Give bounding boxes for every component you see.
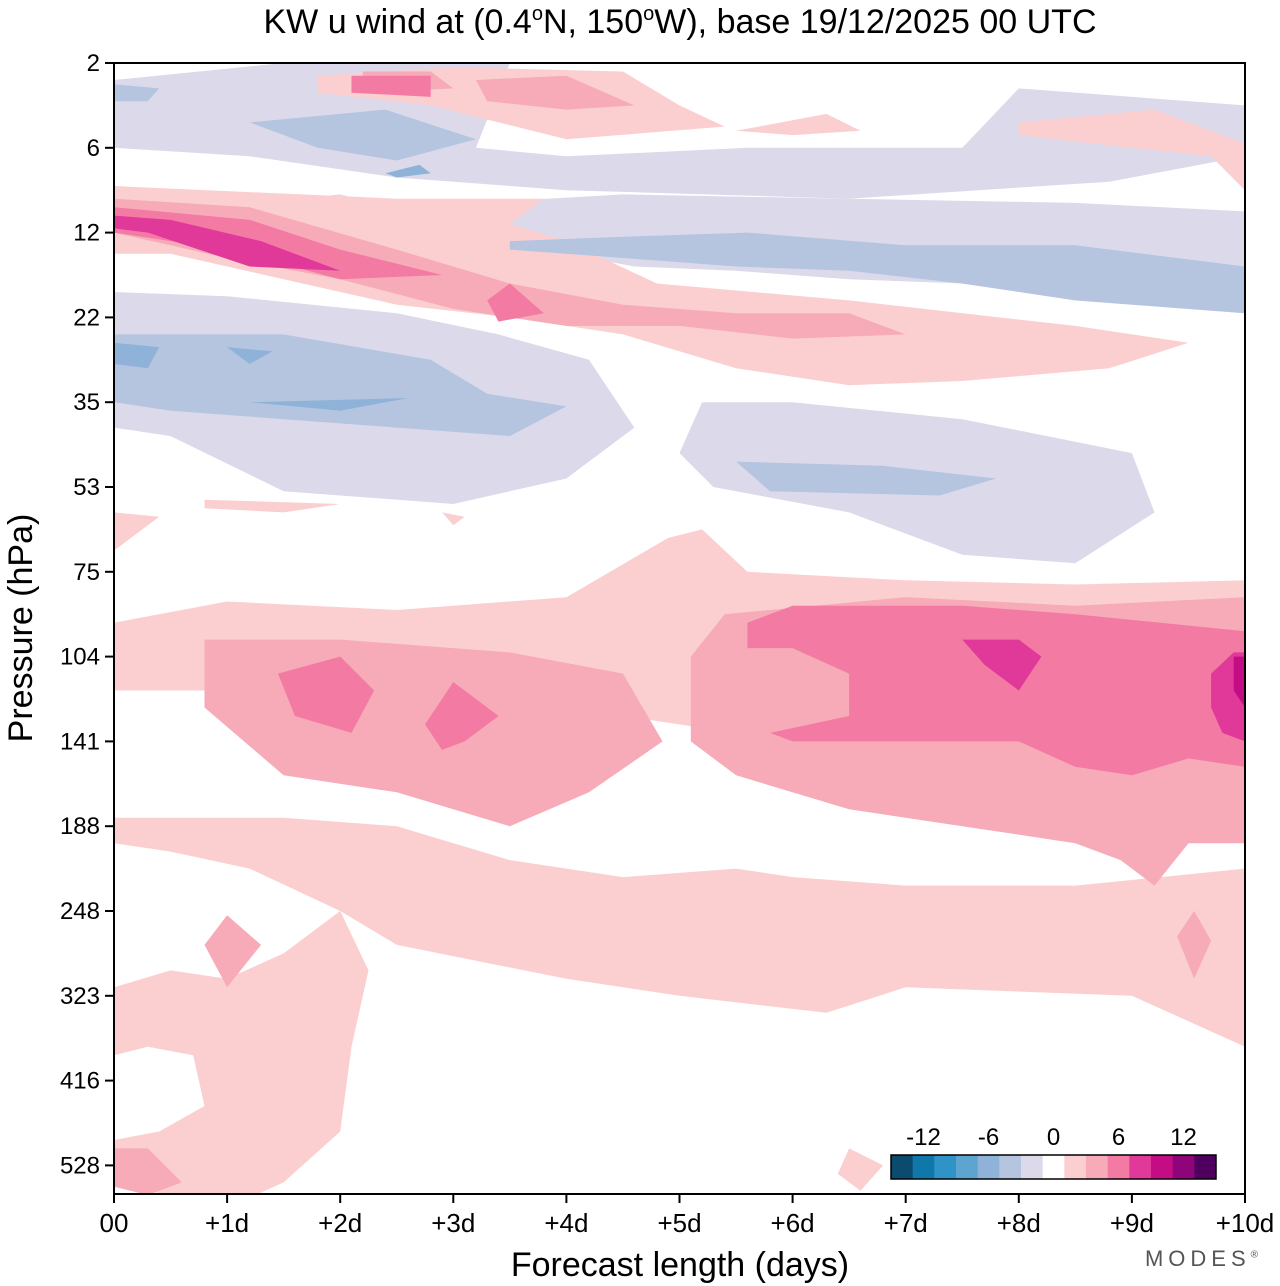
y-axis: 2 6 12 22 35 53 75 104 141 188 248 323 416 528 (60, 50, 114, 1179)
y-tick-label: 248 (60, 898, 100, 925)
y-tick-label: 53 (73, 474, 100, 501)
contour-region-positive-level-1 (837, 1148, 884, 1191)
contour-region-positive-level-2 (204, 915, 261, 988)
contour-region-positive-level-3 (351, 75, 431, 97)
x-axis: 00 +1d +2d +3d +4d +5d +6d +7d +8d +9d +10d (100, 1194, 1275, 1238)
colorbar: -12 -6 0 6 12 (890, 1124, 1217, 1180)
colorbar-tick-label: 6 (1112, 1124, 1125, 1151)
colorbar-tick-label: -6 (978, 1124, 999, 1151)
contour-region-positive-level-2 (114, 1148, 182, 1194)
x-tick-label: 00 (100, 1208, 129, 1238)
colorbar-swatch (1172, 1155, 1195, 1179)
y-tick-label: 35 (73, 389, 100, 416)
colorbar-swatch (1129, 1155, 1152, 1179)
y-tick-label: 2 (87, 50, 100, 77)
contour-region-positive-level-3 (278, 656, 375, 733)
y-tick-label: 528 (60, 1152, 100, 1179)
contour-region-positive-level-3 (425, 682, 499, 750)
colorbar-swatch (977, 1155, 1000, 1179)
contour-region-positive-level-4 (962, 639, 1042, 691)
x-tick-label: +7d (884, 1208, 928, 1238)
y-tick-label: 6 (87, 135, 100, 162)
contour-region-positive-level-4 (114, 215, 341, 271)
x-tick-label: +6d (771, 1208, 815, 1238)
contour-region-positive-level-1 (1018, 109, 1245, 191)
y-tick-label: 22 (73, 304, 100, 331)
colorbar-swatch (1107, 1155, 1130, 1179)
chart-title: KW u wind at (0.4oN, 150oW), base 19/12/… (263, 3, 1096, 41)
x-axis-label: Forecast length (days) (511, 1246, 849, 1284)
contour-regions (114, 63, 1245, 1194)
contour-region-negative-level-3 (249, 398, 409, 411)
colorbar-frame (890, 1154, 1217, 1180)
x-tick-label: +3d (431, 1208, 475, 1238)
y-axis-label: Pressure (hPa) (2, 514, 40, 743)
colorbar-swatch (891, 1155, 914, 1179)
colorbar-swatch (1194, 1155, 1217, 1179)
contour-region-negative-level-2 (114, 84, 160, 102)
contour-region-positive-level-2 (1177, 911, 1212, 979)
y-tick-label: 416 (60, 1068, 100, 1095)
x-tick-label: +5d (657, 1208, 701, 1238)
contour-region-positive-level-2 (475, 75, 635, 110)
contour-region-positive-level-1 (204, 499, 341, 513)
contour-region-positive-level-1 (114, 512, 160, 551)
y-tick-label: 12 (73, 220, 100, 247)
colorbar-swatch (1086, 1155, 1109, 1179)
colorbar-swatch (912, 1155, 935, 1179)
x-tick-label: +10d (1216, 1208, 1275, 1238)
colorbar-swatch (1021, 1155, 1044, 1179)
colorbar-swatch (1042, 1155, 1065, 1179)
contour-region-negative-level-2 (114, 334, 567, 437)
colorbar-swatch (934, 1155, 957, 1179)
colorbar-tick-label: -12 (906, 1124, 941, 1151)
y-tick-label: 188 (60, 813, 100, 840)
colorbar-tick-label: 0 (1047, 1124, 1060, 1151)
contour-region-negative-level-2 (736, 461, 997, 496)
contour-region-negative-level-3 (385, 164, 431, 178)
contour-region-positive-level-2 (114, 198, 906, 339)
contour-region-positive-level-1 (736, 113, 861, 136)
x-tick-label: +2d (318, 1208, 362, 1238)
x-tick-label: +8d (997, 1208, 1041, 1238)
colorbar-swatch (999, 1155, 1022, 1179)
colorbar-swatch (956, 1155, 979, 1179)
contour-region-negative-level-2 (249, 109, 476, 161)
contour-region-positive-level-1 (442, 512, 465, 526)
plot-area (114, 63, 1245, 1194)
modes-brand-logo: MODES® (1144, 1246, 1258, 1271)
x-tick-label: +1d (205, 1208, 249, 1238)
contour-region-positive-level-3 (114, 207, 442, 280)
y-tick-label: 104 (60, 644, 100, 671)
y-tick-label: 75 (73, 559, 100, 586)
x-tick-label: +4d (544, 1208, 588, 1238)
contour-region-positive-level-1 (114, 186, 1189, 386)
contour-region-positive-level-3 (747, 605, 1245, 776)
contour-region-positive-level-5 (1233, 656, 1245, 708)
colorbar-swatch (1064, 1155, 1087, 1179)
contour-region-negative-level-3 (114, 342, 160, 369)
contour-region-negative-level-2 (509, 232, 1245, 314)
contour-region-negative-level-3 (227, 347, 273, 364)
y-tick-label: 141 (60, 728, 100, 755)
x-tick-label: +9d (1110, 1208, 1154, 1238)
colorbar-tick-label: 12 (1170, 1124, 1197, 1151)
y-tick-label: 323 (60, 983, 100, 1010)
contour-region-positive-level-3 (487, 283, 544, 322)
colorbar-swatch (1151, 1155, 1174, 1179)
